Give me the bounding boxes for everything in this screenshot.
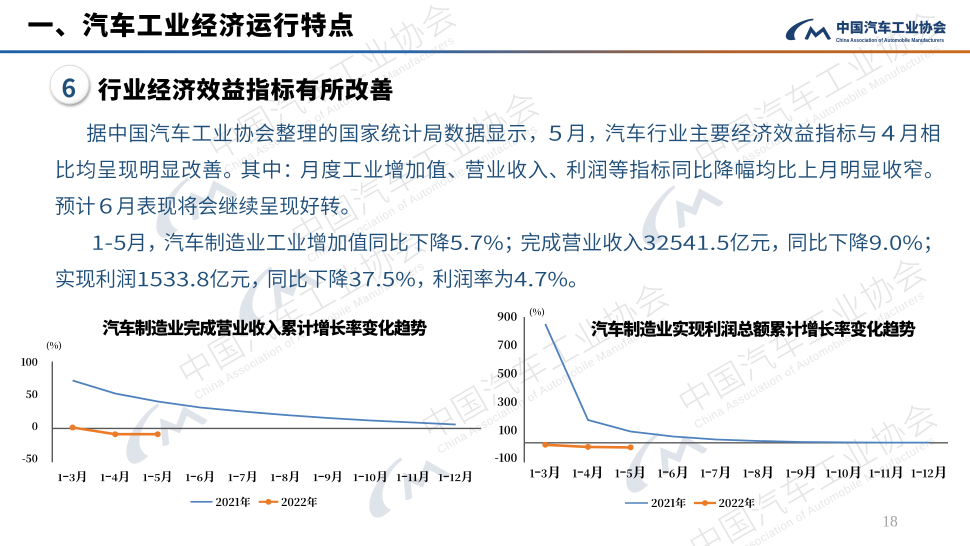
svg-text:China Association of Automobil: China Association of Automobile Manufact… xyxy=(836,38,944,44)
svg-text:18: 18 xyxy=(882,514,898,531)
